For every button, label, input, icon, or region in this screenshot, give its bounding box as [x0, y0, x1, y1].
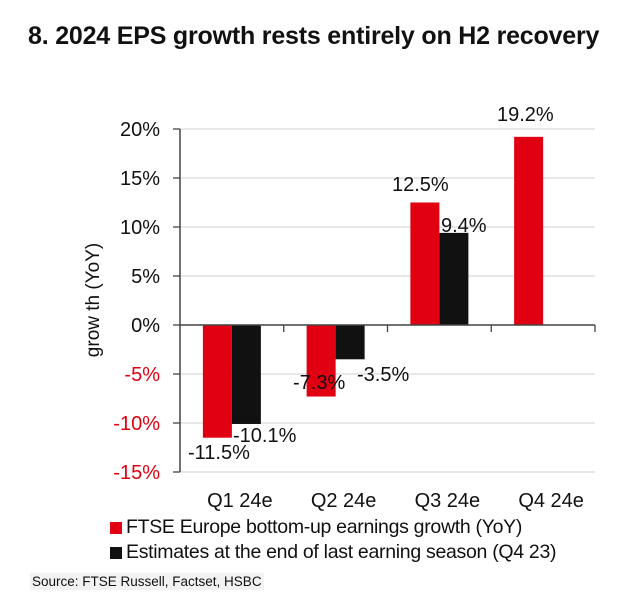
x-tick-label: Q4 24e — [518, 490, 584, 512]
y-tick-label: 5% — [131, 266, 160, 288]
source-note: Source: FTSE Russell, Factset, HSBC — [30, 573, 264, 590]
data-label: 19.2% — [497, 104, 554, 126]
y-tick-labels: 20% 15% 10% 5% 0% -5% -10% -15% — [113, 119, 160, 484]
data-label: -7.3% — [293, 372, 345, 394]
x-tick-labels: Q1 24e Q2 24e Q3 24e Q4 24e — [207, 490, 584, 512]
data-label: -11.5% — [188, 442, 250, 464]
bar-series-1-q3-24e[interactable] — [410, 202, 440, 326]
legend-swatch-black — [110, 546, 122, 559]
y-tick-label: 10% — [120, 217, 160, 239]
bar-series-2-q1-24e[interactable] — [231, 325, 261, 424]
x-tick-label: Q1 24e — [207, 490, 273, 512]
legend: FTSE Europe bottom-up earnings growth (Y… — [110, 515, 557, 565]
bar-series-2-q2-24e[interactable] — [335, 325, 365, 360]
axes — [173, 128, 596, 473]
y-tick-label: 0% — [131, 315, 160, 337]
legend-swatch-red — [110, 521, 122, 534]
y-tick-label: -10% — [113, 413, 160, 435]
chart-title: 8. 2024 EPS growth rests entirely on H2 … — [28, 22, 600, 50]
x-tick-label: Q3 24e — [415, 490, 481, 512]
data-label: 12.5% — [392, 174, 449, 196]
bar-series-1-q4-24e[interactable] — [514, 136, 544, 325]
gridlines — [180, 128, 595, 473]
bar-series-1-q2-24e[interactable] — [306, 325, 336, 397]
bars — [202, 136, 544, 438]
bar-series-1-q1-24e[interactable] — [202, 325, 232, 438]
legend-item-series-2[interactable]: Estimates at the end of last earning sea… — [110, 540, 557, 565]
x-tick-label: Q2 24e — [311, 490, 377, 512]
legend-label: FTSE Europe bottom-up earnings growth (Y… — [126, 516, 523, 538]
y-tick-label: -15% — [113, 462, 160, 484]
legend-item-series-1[interactable]: FTSE Europe bottom-up earnings growth (Y… — [110, 515, 556, 540]
data-label: -10.1% — [233, 425, 297, 447]
y-axis-title: grow th (YoY) — [83, 243, 104, 357]
bar-series-2-q3-24e[interactable] — [439, 232, 469, 325]
y-tick-label: 15% — [120, 168, 160, 190]
data-labels: -11.5% -7.3% 12.5% 19.2% -10.1% -3.5% 9.4% — [188, 104, 554, 464]
data-label: -3.5% — [357, 364, 409, 386]
legend-label: Estimates at the end of last earning sea… — [126, 541, 557, 563]
y-tick-label: 20% — [120, 119, 160, 141]
y-tick-label: -5% — [124, 364, 160, 386]
data-label: 9.4% — [441, 215, 487, 237]
